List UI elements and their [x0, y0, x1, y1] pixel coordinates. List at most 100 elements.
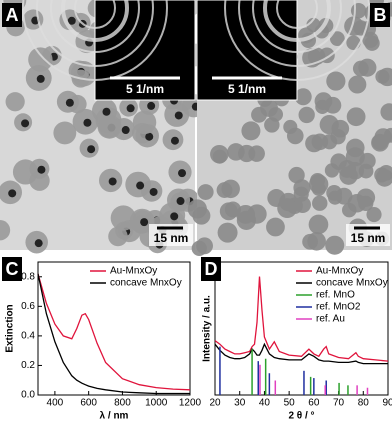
particle [210, 144, 229, 164]
particle [277, 198, 298, 219]
diffraction-ring [263, 0, 331, 42]
particle [0, 220, 11, 241]
x-tick-label: 40 [259, 398, 271, 409]
particle [312, 195, 328, 211]
particle [378, 67, 392, 87]
particle-core [108, 177, 117, 186]
particle-core [65, 98, 74, 107]
particle [108, 226, 128, 247]
particle [298, 106, 315, 124]
x-tick-label: 400 [47, 398, 64, 409]
particle [328, 190, 343, 205]
x-tick-label: 1000 [145, 398, 168, 409]
x-tick-label: 90 [382, 398, 392, 409]
particle [378, 164, 392, 181]
diffraction-ring [252, 0, 342, 53]
legend-label: ref. Au [316, 314, 345, 325]
particle [380, 103, 392, 121]
particle-core [149, 187, 158, 196]
particle-core [170, 136, 179, 145]
scale-label: 15 nm [351, 231, 386, 245]
diffraction-ring [276, 0, 318, 29]
particle-core [121, 126, 130, 135]
particle-core [102, 107, 111, 116]
x-tick-label: 30 [234, 398, 246, 409]
particle [196, 237, 213, 255]
particle [224, 201, 241, 218]
x-axis-title: 2 θ / ° [288, 411, 314, 422]
y-tick-label: 0.2 [21, 360, 35, 371]
particle [346, 107, 366, 127]
particle [358, 195, 374, 211]
particle [53, 121, 77, 145]
particle [216, 182, 233, 198]
particle [260, 99, 278, 117]
particle-core [87, 145, 96, 154]
particle [325, 235, 345, 255]
particle [366, 206, 382, 223]
particle-core [8, 189, 17, 198]
panel-label: A [6, 5, 19, 25]
particle [324, 96, 342, 114]
legend-label: concave MnxOy [316, 278, 388, 289]
legend-label: Au-MnxOy [316, 266, 363, 277]
particle-core [174, 111, 183, 120]
diffraction-ring [36, 0, 154, 67]
particle [338, 160, 357, 178]
particle [308, 214, 329, 235]
particle [348, 75, 367, 94]
saed-inset [196, 0, 298, 101]
particle [371, 133, 389, 152]
particle [197, 184, 214, 200]
data-line [214, 276, 389, 362]
particle-core [36, 74, 45, 83]
panel-label: B [374, 5, 387, 25]
particle-core [145, 132, 154, 141]
particle-core [83, 118, 92, 127]
particle [28, 47, 53, 72]
particle-core [176, 197, 185, 206]
particle [329, 31, 345, 47]
panel-label-bg [370, 3, 390, 27]
y-axis-title: Intensity / a.u. [202, 295, 213, 362]
particle [310, 172, 326, 188]
particle [362, 31, 379, 48]
particle [311, 133, 329, 151]
diffraction-ring [224, 0, 370, 81]
legend-label: concave MnxOy [110, 278, 182, 289]
panel-label-bg [2, 257, 22, 281]
panel-label-bg [2, 3, 22, 27]
data-line [214, 342, 388, 365]
y-axis-title: Extinction [5, 304, 16, 352]
particle [217, 222, 238, 243]
inset-scale-label: 5 1/nm [228, 82, 266, 96]
x-axis-title: λ / nm [100, 411, 129, 422]
scale-label: 15 nm [154, 231, 189, 245]
particle [342, 202, 357, 218]
y-tick-label: 0.4 [21, 331, 35, 342]
particle [350, 2, 367, 19]
y-tick-label: 0.0 [21, 390, 35, 401]
x-tick-label: 60 [308, 398, 320, 409]
particle-core [170, 212, 179, 221]
plot-frame [37, 261, 191, 396]
particle-core [178, 169, 187, 178]
particle [5, 92, 25, 112]
particle [241, 121, 261, 141]
panel-label-bg [201, 257, 221, 281]
particle-core [140, 218, 149, 227]
particle [383, 127, 392, 143]
particle-core [147, 101, 156, 110]
particle [331, 119, 350, 138]
particle-core [67, 16, 76, 25]
x-tick-label: 1200 [179, 398, 202, 409]
particle [132, 110, 157, 135]
diffraction-ring [238, 0, 356, 67]
particle [294, 196, 311, 214]
y-tick-label: 0.8 [21, 271, 35, 282]
particle [326, 71, 346, 91]
particle [283, 119, 298, 135]
particle-core [37, 165, 46, 174]
y-tick-label: 0.6 [21, 301, 35, 312]
legend-label: Au-MnxOy [110, 266, 157, 277]
